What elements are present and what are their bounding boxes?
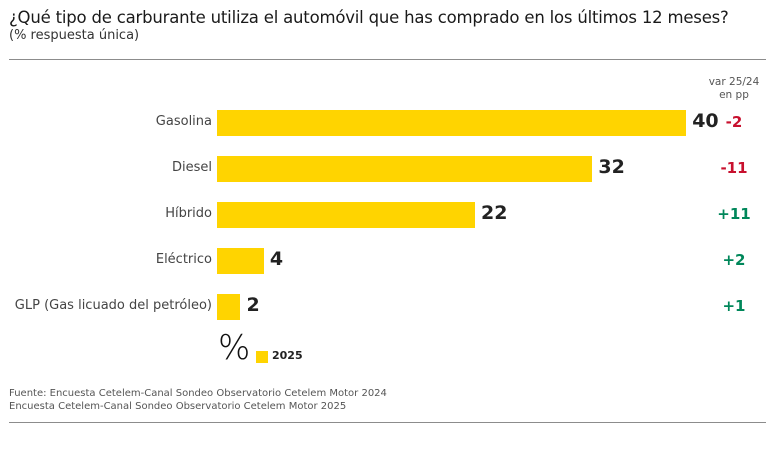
bar (217, 156, 593, 182)
category-label: Híbrido (165, 206, 212, 221)
top-divider (9, 59, 766, 60)
bar (217, 110, 687, 136)
bar (217, 202, 476, 228)
chart-subtitle: (% respuesta única) (9, 28, 140, 43)
value-label: 4 (269, 248, 284, 270)
category-label: Eléctrico (155, 252, 212, 267)
variation-header: var 25/24 en pp (700, 76, 768, 102)
bar (217, 294, 241, 320)
variation-header-line2: en pp (719, 89, 749, 101)
source-line-2: Encuesta Cetelem-Canal Sondeo Observator… (9, 401, 347, 412)
variation-header-line1: var 25/24 (708, 76, 760, 88)
legend-swatch-2025 (256, 351, 268, 363)
chart-title: ¿Qué tipo de carburante utiliza el autom… (9, 8, 729, 27)
category-label: Gasolina (155, 114, 212, 129)
variation-label: -11 (720, 159, 748, 177)
variation-label: +11 (717, 205, 751, 223)
value-label: 22 (481, 202, 508, 224)
value-label: 40 (692, 110, 719, 132)
percent-unit-symbol: % (218, 328, 251, 368)
category-label: Diesel (171, 160, 212, 175)
variation-label: -2 (725, 113, 743, 131)
legend-label-2025: 2025 (272, 349, 303, 362)
value-label: 32 (598, 156, 625, 178)
source-line-1: Fuente: Encuesta Cetelem-Canal Sondeo Ob… (9, 388, 387, 399)
variation-label: +1 (722, 297, 746, 315)
value-label: 2 (246, 294, 260, 316)
variation-label: +2 (722, 251, 746, 269)
category-label: GLP (Gas licuado del petróleo) (14, 298, 212, 313)
bottom-divider (9, 422, 766, 423)
bar (217, 248, 264, 274)
